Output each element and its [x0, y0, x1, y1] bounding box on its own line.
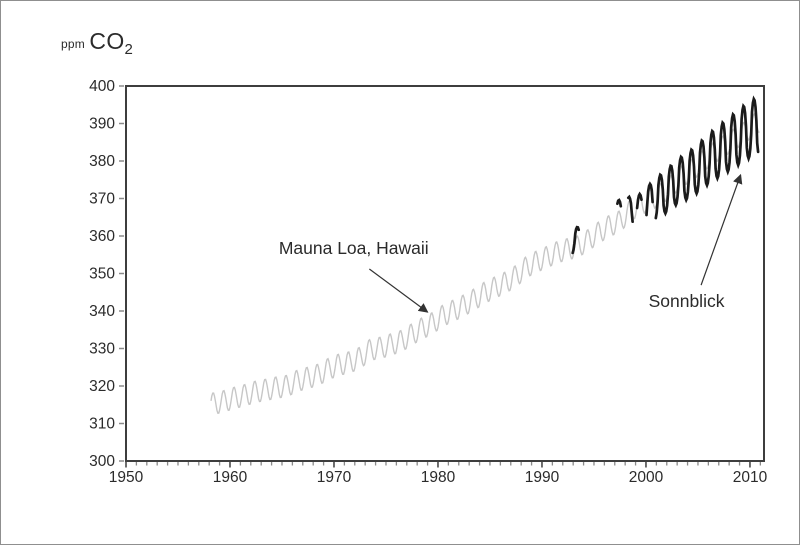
x-axis-tick-label: 2010: [733, 469, 768, 486]
sonnblick-series-segment: [626, 194, 634, 224]
y-axis-tick-label: 350: [89, 266, 115, 283]
chart-title: ppm CO2: [61, 28, 133, 58]
x-axis-tick-label: 1960: [213, 469, 248, 486]
y-axis-tick-label: 390: [89, 116, 115, 133]
sonnblick-series-segment: [635, 191, 643, 210]
x-axis-labels: 1950 1960 1970 1980 1990 2000 2010: [109, 469, 768, 486]
y-axis-ticks: [119, 85, 124, 462]
sonnblick-series-segment: [616, 198, 623, 208]
x-axis-tick-label: 1980: [421, 469, 456, 486]
mauna-loa-label-annotation: Mauna Loa, Hawaii: [279, 238, 429, 313]
title-unit-ppm: ppm: [61, 37, 85, 51]
x-axis-tick-label: 1970: [317, 469, 352, 486]
title-subscript-2: 2: [124, 41, 133, 58]
plot-area-box: [125, 85, 765, 462]
sonnblick-label: Sonnblick: [649, 291, 725, 311]
x-axis-ticks: [125, 462, 762, 468]
sonnblick-series-segment: [645, 181, 654, 217]
x-axis-tick-label: 1990: [525, 469, 560, 486]
y-axis-tick-label: 400: [89, 78, 115, 95]
sonnblick-series: [571, 95, 760, 255]
sonnblick-series-segment: [654, 95, 760, 220]
x-axis-tick-label: 2000: [629, 469, 664, 486]
y-axis-tick-label: 300: [89, 453, 115, 470]
y-axis-tick-label: 380: [89, 153, 115, 170]
y-axis-tick-label: 330: [89, 341, 115, 358]
y-axis-tick-label: 360: [89, 228, 115, 245]
sonnblick-series-segment: [571, 225, 581, 255]
mauna-loa-label: Mauna Loa, Hawaii: [279, 238, 429, 258]
y-axis-tick-label: 310: [89, 416, 115, 433]
y-axis-tick-label: 370: [89, 191, 115, 208]
y-axis-tick-label: 340: [89, 303, 115, 320]
y-axis-tick-label: 320: [89, 378, 115, 395]
x-axis-tick-label: 1950: [109, 469, 144, 486]
y-axis-labels: 300 310 320 330 340 350 360 370 380 390 400: [89, 78, 115, 470]
mauna-loa-label-arrow: [368, 268, 429, 313]
sonnblick-label-annotation: Sonnblick: [649, 173, 743, 311]
sonnblick-label-arrow: [700, 173, 743, 286]
title-gas-co: CO: [89, 28, 125, 54]
mauna-loa-series-line: [210, 112, 760, 414]
